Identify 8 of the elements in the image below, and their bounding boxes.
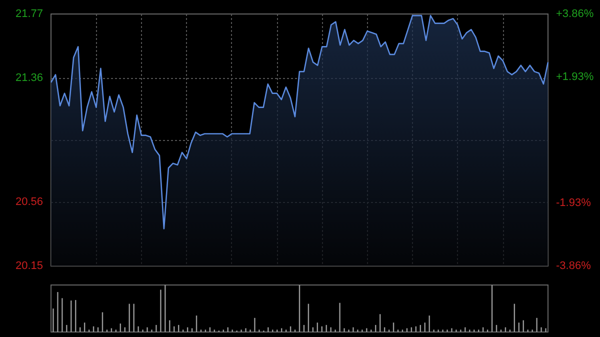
y-tick-label: 20.56 xyxy=(15,196,43,208)
y2-tick-label: +3.86% xyxy=(556,8,594,20)
y-tick-label: 20.15 xyxy=(15,260,43,272)
y2-tick-label: -3.86% xyxy=(556,260,592,272)
y-tick-label: 21.77 xyxy=(15,8,43,20)
y-tick-label: 21.36 xyxy=(15,72,43,84)
y2-tick-label: -1.93% xyxy=(556,197,592,209)
y2-tick-label: +1.93% xyxy=(556,71,594,83)
